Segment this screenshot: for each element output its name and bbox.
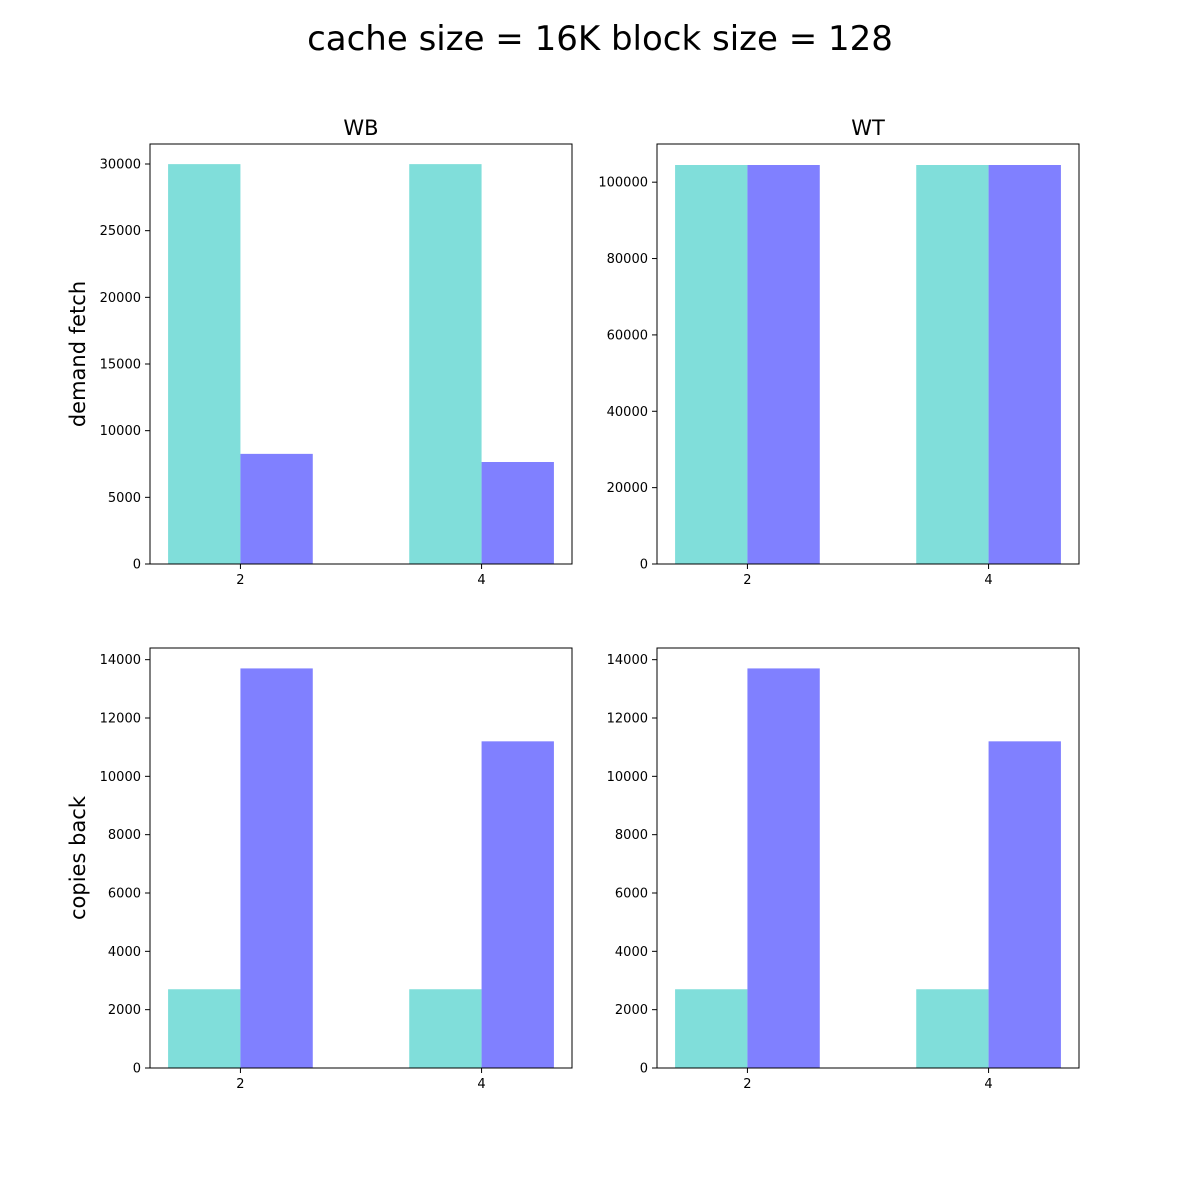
bar-series2-4	[988, 165, 1061, 564]
bar-series1-4	[916, 165, 989, 564]
x-tick-label: 4	[477, 573, 485, 588]
y-tick-label: 0	[133, 558, 141, 573]
chart-panel-3: 0 2000 4000 6000 8000 10000 12000 14000 2 4 copies…	[66, 647, 573, 1092]
y-tick-label: 25000	[100, 224, 141, 239]
y-tick-label: 12000	[607, 712, 648, 727]
axes-frame	[149, 143, 573, 565]
y-tick-label: 4000	[615, 945, 648, 960]
x-tick-label: 2	[236, 1077, 244, 1092]
y-tick-label: 6000	[108, 887, 141, 902]
x-tick-label: 2	[236, 573, 244, 588]
panel-title: WB	[343, 116, 378, 140]
x-tick-label: 2	[743, 1077, 751, 1092]
y-tick-label: 60000	[607, 328, 648, 343]
panel-title: WT	[851, 116, 885, 140]
bar-series1-2	[168, 164, 241, 564]
bar-series2-4	[481, 462, 554, 564]
y-tick-label: 14000	[607, 653, 648, 668]
y-axis-label: copies back	[66, 795, 90, 920]
x-tick-label: 4	[984, 573, 992, 588]
x-tick-label: 4	[984, 1077, 992, 1092]
x-tick-label: 4	[477, 1077, 485, 1092]
chart-panel-1: 0 5000 10000 15000 20000 25000 30000 2 4 WB demand…	[66, 116, 573, 588]
bar-series2-2	[747, 165, 820, 564]
bar-series1-2	[675, 165, 748, 564]
y-tick-label: 30000	[100, 158, 141, 173]
bar-series1-4	[916, 989, 989, 1068]
y-tick-label: 2000	[615, 1003, 648, 1018]
y-tick-label: 2000	[108, 1003, 141, 1018]
axes-frame	[149, 647, 573, 1069]
y-tick-label: 80000	[607, 252, 648, 267]
y-tick-label: 10000	[100, 424, 141, 439]
figure-title: cache size = 16K block size = 128	[307, 19, 893, 59]
chart-panel-2: 0 20000 40000 60000 80000 100000 2 4 WT	[598, 116, 1080, 588]
bar-series2-4	[988, 741, 1061, 1068]
y-tick-label: 4000	[108, 945, 141, 960]
y-tick-label: 15000	[100, 358, 141, 373]
bar-series2-2	[747, 668, 820, 1068]
bar-series1-4	[409, 164, 482, 564]
y-tick-label: 20000	[100, 291, 141, 306]
y-tick-label: 0	[133, 1062, 141, 1077]
y-tick-label: 10000	[607, 770, 648, 785]
y-tick-label: 20000	[607, 481, 648, 496]
axes-frame	[656, 143, 1080, 565]
bar-series1-2	[675, 989, 748, 1068]
y-tick-label: 40000	[607, 405, 648, 420]
bar-series2-2	[240, 453, 313, 564]
bar-series2-2	[240, 668, 313, 1068]
y-tick-label: 0	[640, 1062, 648, 1077]
y-tick-label: 8000	[108, 828, 141, 843]
bar-series1-4	[409, 989, 482, 1068]
y-tick-label: 100000	[598, 176, 648, 191]
axes-frame	[656, 647, 1080, 1069]
y-tick-label: 5000	[108, 491, 141, 506]
y-tick-label: 8000	[615, 828, 648, 843]
y-tick-label: 0	[640, 558, 648, 573]
y-tick-label: 12000	[100, 712, 141, 727]
chart-panel-4: 0 2000 4000 6000 8000 10000 12000 14000 2 4	[607, 647, 1080, 1092]
bar-series1-2	[168, 989, 241, 1068]
bar-series2-4	[481, 741, 554, 1068]
y-axis-label: demand fetch	[66, 281, 90, 427]
x-tick-label: 2	[743, 573, 751, 588]
y-tick-label: 14000	[100, 653, 141, 668]
y-tick-label: 10000	[100, 770, 141, 785]
y-tick-label: 6000	[615, 887, 648, 902]
